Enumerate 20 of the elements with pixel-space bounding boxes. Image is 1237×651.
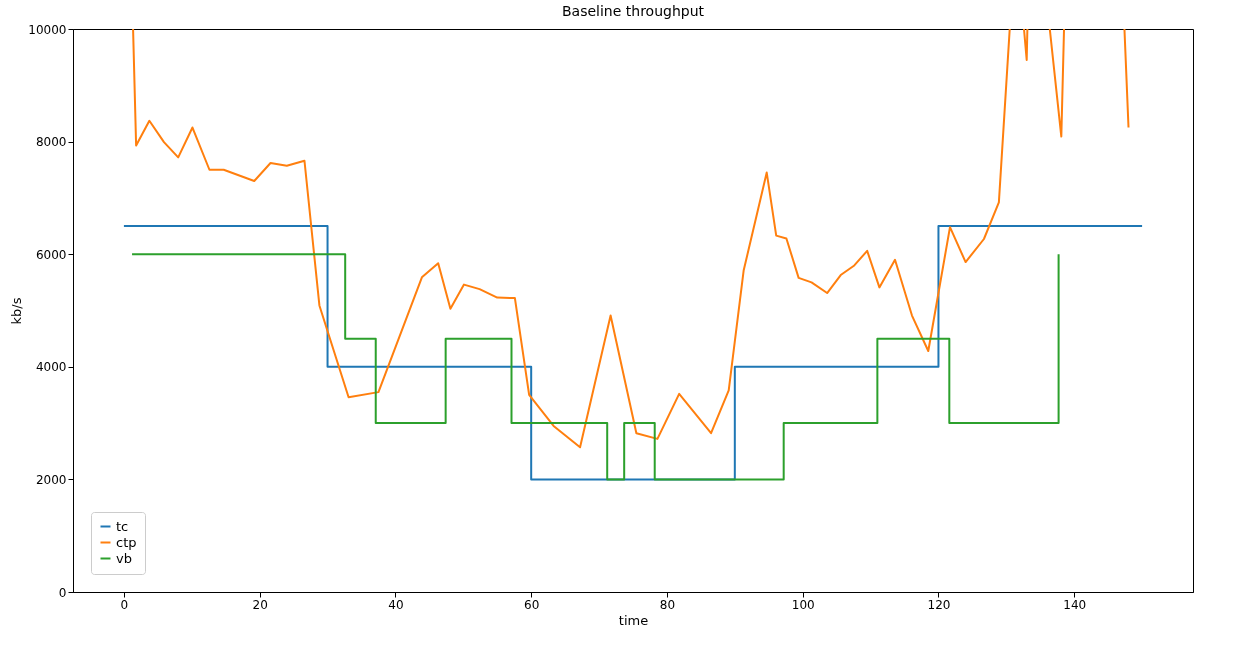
y-tick-label: 2000	[35, 472, 67, 487]
y-tick-label: 6000	[35, 247, 67, 262]
x-tick-label: 60	[524, 597, 540, 612]
y-tick-label: 0	[58, 585, 67, 600]
x-tick-label: 100	[791, 597, 815, 612]
x-tick-label: 80	[659, 597, 676, 612]
x-tick-label: 140	[1063, 597, 1087, 612]
x-tick-label: 120	[927, 597, 951, 612]
y-tick-label: 4000	[35, 360, 67, 375]
y-axis-title: kb/s	[9, 297, 25, 325]
legend-label: ctp	[116, 534, 137, 550]
x-axis-title: time	[618, 612, 649, 628]
chart-title: Baseline throughput	[561, 3, 705, 19]
legend-label: vb	[116, 550, 132, 566]
x-tick-label: 40	[388, 597, 404, 612]
legend-label: tc	[116, 518, 129, 534]
y-tick-label: 10000	[28, 22, 67, 37]
x-tick-label: 20	[252, 597, 268, 612]
y-tick-label: 8000	[35, 135, 67, 150]
x-tick-label: 0	[120, 597, 129, 612]
